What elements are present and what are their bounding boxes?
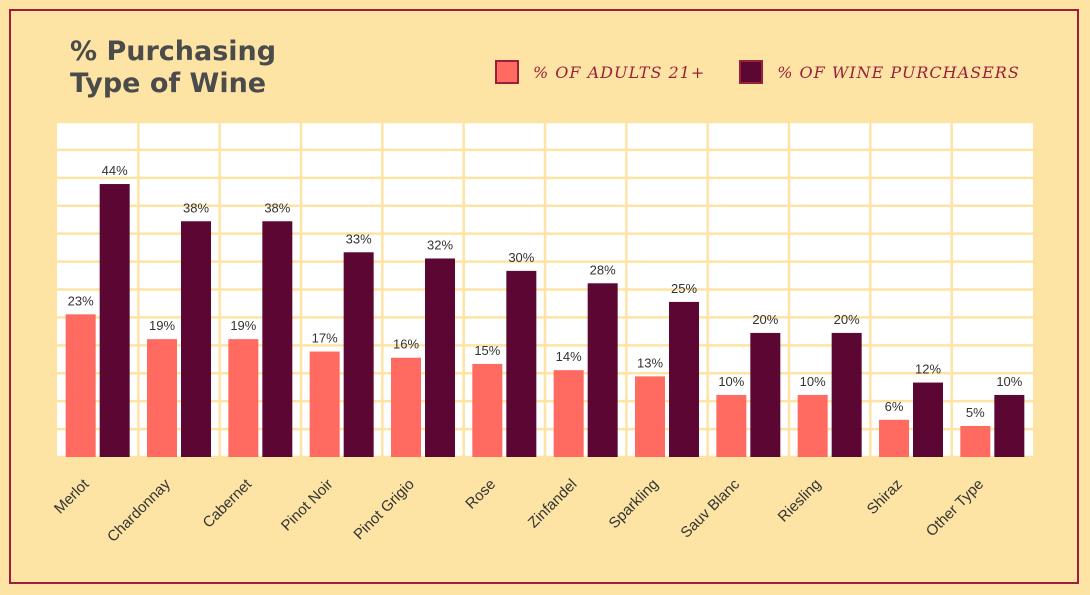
bar-purchasers: [913, 382, 943, 457]
x-tick-label: Cabernet: [199, 475, 255, 531]
bar-adults: [65, 314, 96, 457]
x-tick-label: Pinot Noir: [278, 476, 337, 535]
bar-purchasers: [425, 258, 455, 457]
data-label-adults: 23%: [68, 293, 94, 308]
x-tick-label: Merlot: [51, 475, 93, 517]
chart-title-line-1: % Purchasing: [70, 36, 277, 67]
bar-purchasers: [669, 301, 699, 457]
bar-adults: [879, 419, 909, 457]
bar-adults: [147, 339, 177, 457]
bar-purchasers: [994, 394, 1025, 457]
bar-purchasers: [343, 252, 374, 457]
bar-purchasers: [587, 283, 618, 457]
data-label-purchasers: 20%: [834, 312, 860, 327]
bar-adults: [391, 357, 421, 457]
data-label-purchasers: 20%: [752, 312, 778, 327]
x-tick-label: Zinfandel: [525, 476, 581, 532]
data-label-purchasers: 44%: [102, 163, 128, 178]
bar-adults: [553, 370, 584, 457]
bar-adults: [635, 376, 665, 457]
data-label-adults: 13%: [637, 355, 663, 370]
data-label-adults: 15%: [474, 343, 500, 358]
x-tick-label: Shiraz: [864, 476, 906, 518]
data-label-adults: 17%: [312, 331, 338, 346]
data-label-purchasers: 38%: [183, 200, 209, 215]
data-label-adults: 14%: [556, 349, 582, 364]
bar-adults: [797, 394, 828, 457]
legend-label-adults: % OF ADULTS 21+: [533, 62, 706, 82]
x-tick-label: Sauv Blanc: [677, 475, 743, 541]
data-label-adults: 16%: [393, 337, 419, 352]
data-label-adults: 19%: [230, 318, 256, 333]
data-label-purchasers: 25%: [671, 281, 697, 296]
data-label-purchasers: 30%: [508, 250, 534, 265]
bar-purchasers: [181, 221, 211, 457]
bar-purchasers: [99, 184, 130, 457]
data-label-purchasers: 38%: [264, 200, 290, 215]
bar-purchasers: [506, 270, 537, 457]
data-label-purchasers: 28%: [590, 262, 616, 277]
data-label-adults: 10%: [718, 374, 744, 389]
x-tick-label: Riesling: [775, 476, 825, 526]
bar-adults: [716, 394, 747, 457]
x-tick-label: Other Type: [923, 476, 987, 540]
bar-adults: [228, 339, 259, 457]
bar-adults: [960, 425, 991, 457]
legend-item-purchasers: % OF WINE PURCHASERS: [739, 60, 1020, 84]
data-label-adults: 19%: [149, 318, 175, 333]
data-label-adults: 6%: [885, 399, 904, 414]
bar-purchasers: [262, 221, 293, 457]
legend-swatch-purchasers: [739, 60, 764, 84]
data-label-adults: 10%: [800, 374, 826, 389]
x-tick-label: Sparkling: [606, 476, 662, 532]
chart-frame: [9, 9, 1079, 584]
data-label-adults: 5%: [966, 405, 985, 420]
legend-item-adults: % OF ADULTS 21+: [495, 60, 705, 84]
bar-adults: [472, 363, 503, 457]
x-tick-label: Chardonnay: [104, 475, 174, 545]
bar-adults: [309, 351, 340, 457]
data-label-purchasers: 10%: [996, 374, 1022, 389]
bar-purchasers: [831, 332, 862, 457]
x-tick-label: Rose: [462, 476, 499, 513]
legend-swatch-adults: [495, 60, 519, 84]
chart-title-line-2: Type of Wine: [70, 68, 267, 99]
data-label-purchasers: 32%: [427, 237, 453, 252]
chart-legend: % OF ADULTS 21+ % OF WINE PURCHASERS: [495, 60, 1054, 84]
data-label-purchasers: 12%: [915, 362, 941, 377]
data-label-purchasers: 33%: [346, 231, 372, 246]
chart-title: % Purchasing Type of Wine: [70, 36, 276, 100]
legend-label-purchasers: % OF WINE PURCHASERS: [777, 62, 1020, 82]
bar-purchasers: [750, 332, 781, 457]
x-tick-label: Pinot Grigio: [350, 476, 417, 543]
